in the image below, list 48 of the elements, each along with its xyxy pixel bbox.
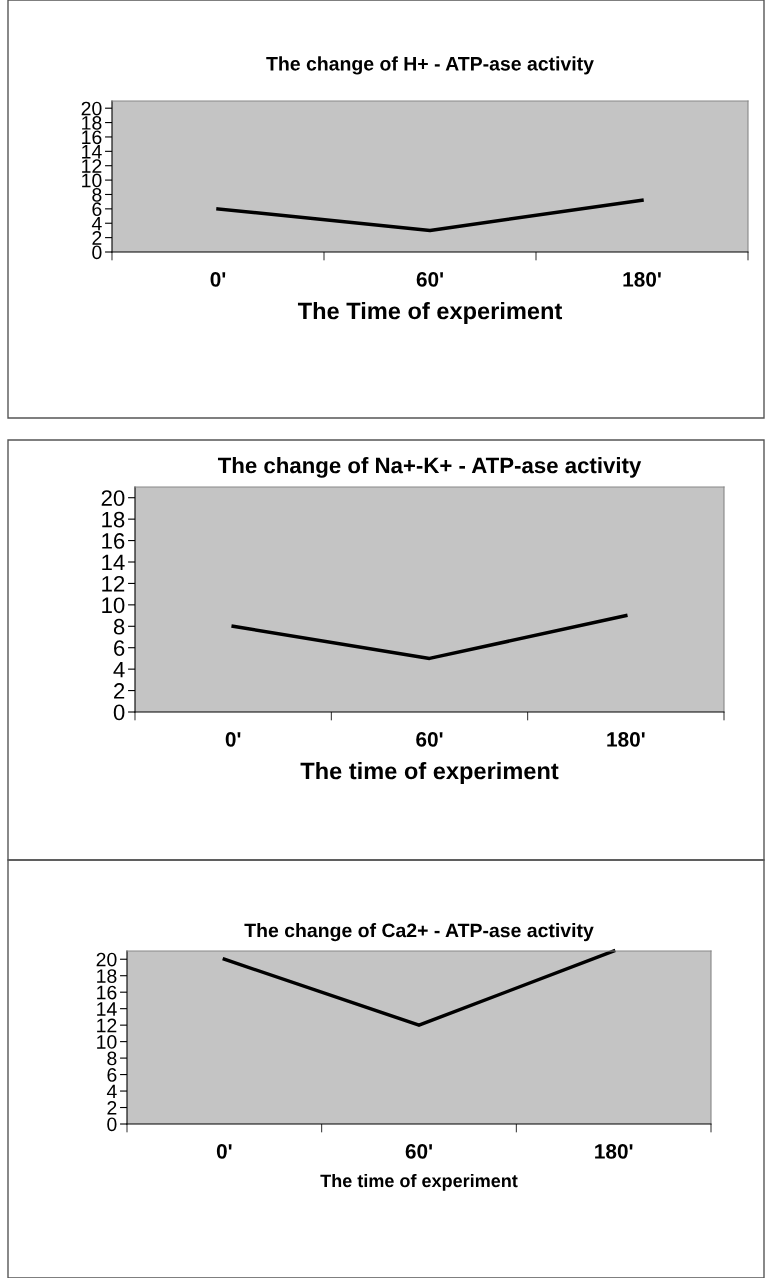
y-tick-label: 16 bbox=[97, 985, 117, 1000]
y-tick-label: 0 bbox=[107, 1117, 117, 1132]
y-tick-label: 4 bbox=[113, 661, 125, 678]
y-tick-label: 6 bbox=[92, 202, 102, 217]
x-tick-label: 180' bbox=[607, 731, 645, 747]
y-tick-label: 10 bbox=[102, 597, 125, 614]
x-tick-label: 60' bbox=[416, 731, 443, 747]
chart-title: The change of H+ - ATP-ase activity bbox=[266, 56, 594, 75]
y-tick-label: 0 bbox=[113, 704, 125, 721]
y-tick-label: 0 bbox=[92, 245, 102, 260]
y-tick-label: 2 bbox=[107, 1100, 117, 1115]
y-tick-label: 20 bbox=[96, 952, 117, 967]
x-axis-title: The time of experiment bbox=[300, 761, 559, 784]
chart-title: The change of Na+-K+ - ATP-ase activity bbox=[217, 457, 642, 478]
x-tick-label: 0' bbox=[216, 1143, 232, 1159]
y-tick-label: 2 bbox=[114, 683, 125, 699]
x-tick-label: 60' bbox=[405, 1143, 432, 1159]
x-tick-label: 180' bbox=[595, 1143, 633, 1159]
y-tick-label: 10 bbox=[97, 1035, 117, 1049]
y-tick-label: 20 bbox=[101, 490, 125, 506]
y-tick-label: 18 bbox=[102, 511, 125, 528]
y-tick-label: 4 bbox=[106, 1084, 117, 1099]
y-tick-label: 10 bbox=[82, 173, 102, 188]
y-tick-label: 8 bbox=[107, 1051, 117, 1066]
x-axis-title: The Time of experiment bbox=[297, 301, 563, 324]
y-tick-label: 16 bbox=[102, 533, 125, 549]
chart-title: The change of Ca2+ - ATP-ase activity bbox=[244, 923, 594, 942]
y-tick-label: 18 bbox=[82, 116, 102, 130]
x-tick-label: 180' bbox=[623, 271, 661, 287]
y-tick-label: 6 bbox=[107, 1068, 117, 1082]
x-tick-label: 0' bbox=[210, 271, 226, 287]
y-tick-label: 18 bbox=[97, 969, 117, 983]
x-tick-label: 60' bbox=[416, 271, 443, 287]
y-tick-label: 16 bbox=[82, 130, 102, 145]
y-tick-label: 6 bbox=[114, 640, 125, 656]
y-tick-label: 8 bbox=[113, 618, 125, 635]
y-tick-label: 14 bbox=[82, 145, 102, 159]
y-tick-label: 12 bbox=[102, 575, 125, 592]
y-tick-label: 14 bbox=[102, 554, 125, 571]
y-tick-label: 2 bbox=[92, 231, 102, 245]
y-tick-label: 12 bbox=[97, 1018, 117, 1033]
y-tick-label: 12 bbox=[82, 159, 102, 173]
y-tick-label: 14 bbox=[97, 1002, 117, 1016]
x-tick-label: 0' bbox=[225, 731, 241, 747]
x-axis-title: The time of experiment bbox=[320, 1173, 518, 1191]
y-tick-label: 4 bbox=[91, 216, 102, 231]
y-tick-label: 20 bbox=[81, 101, 102, 116]
y-tick-label: 8 bbox=[92, 187, 102, 202]
